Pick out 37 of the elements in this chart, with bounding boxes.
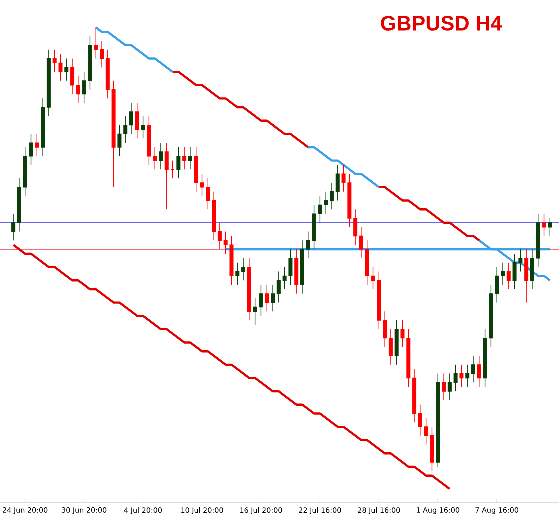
candlestick bbox=[271, 284, 276, 312]
candlestick bbox=[500, 262, 505, 286]
candlestick bbox=[359, 227, 364, 259]
candlestick bbox=[448, 373, 452, 401]
candlestick bbox=[477, 356, 482, 388]
candlestick bbox=[218, 222, 222, 250]
candlestick bbox=[182, 147, 187, 170]
candlestick bbox=[212, 192, 216, 242]
candlestick bbox=[354, 209, 358, 246]
candlestick bbox=[388, 329, 393, 366]
candlestick bbox=[129, 102, 134, 135]
candlestick bbox=[412, 369, 417, 423]
candlestick bbox=[153, 147, 158, 170]
candlestick bbox=[276, 271, 281, 304]
candlestick bbox=[17, 178, 22, 232]
candlestick bbox=[247, 258, 252, 321]
candlestick bbox=[242, 258, 246, 281]
candlestick bbox=[524, 249, 529, 304]
candlestick bbox=[100, 40, 104, 68]
candlestick bbox=[383, 311, 388, 348]
candlestick bbox=[76, 76, 80, 104]
candlestick bbox=[106, 50, 110, 100]
candlestick bbox=[495, 266, 500, 304]
candlestick bbox=[472, 356, 476, 384]
candlestick bbox=[300, 240, 304, 294]
chart-title: GBPUSD H4 bbox=[381, 16, 502, 31]
candlestick bbox=[12, 214, 16, 242]
candlestick bbox=[70, 58, 75, 95]
candlestick bbox=[418, 404, 422, 436]
candlestick bbox=[324, 192, 328, 214]
candlestick bbox=[330, 182, 334, 210]
candlestick bbox=[41, 98, 46, 157]
candlestick bbox=[158, 142, 163, 170]
candlestick bbox=[46, 50, 51, 117]
candlestick bbox=[530, 249, 534, 290]
candlestick bbox=[188, 147, 192, 170]
candlestick bbox=[442, 373, 446, 401]
